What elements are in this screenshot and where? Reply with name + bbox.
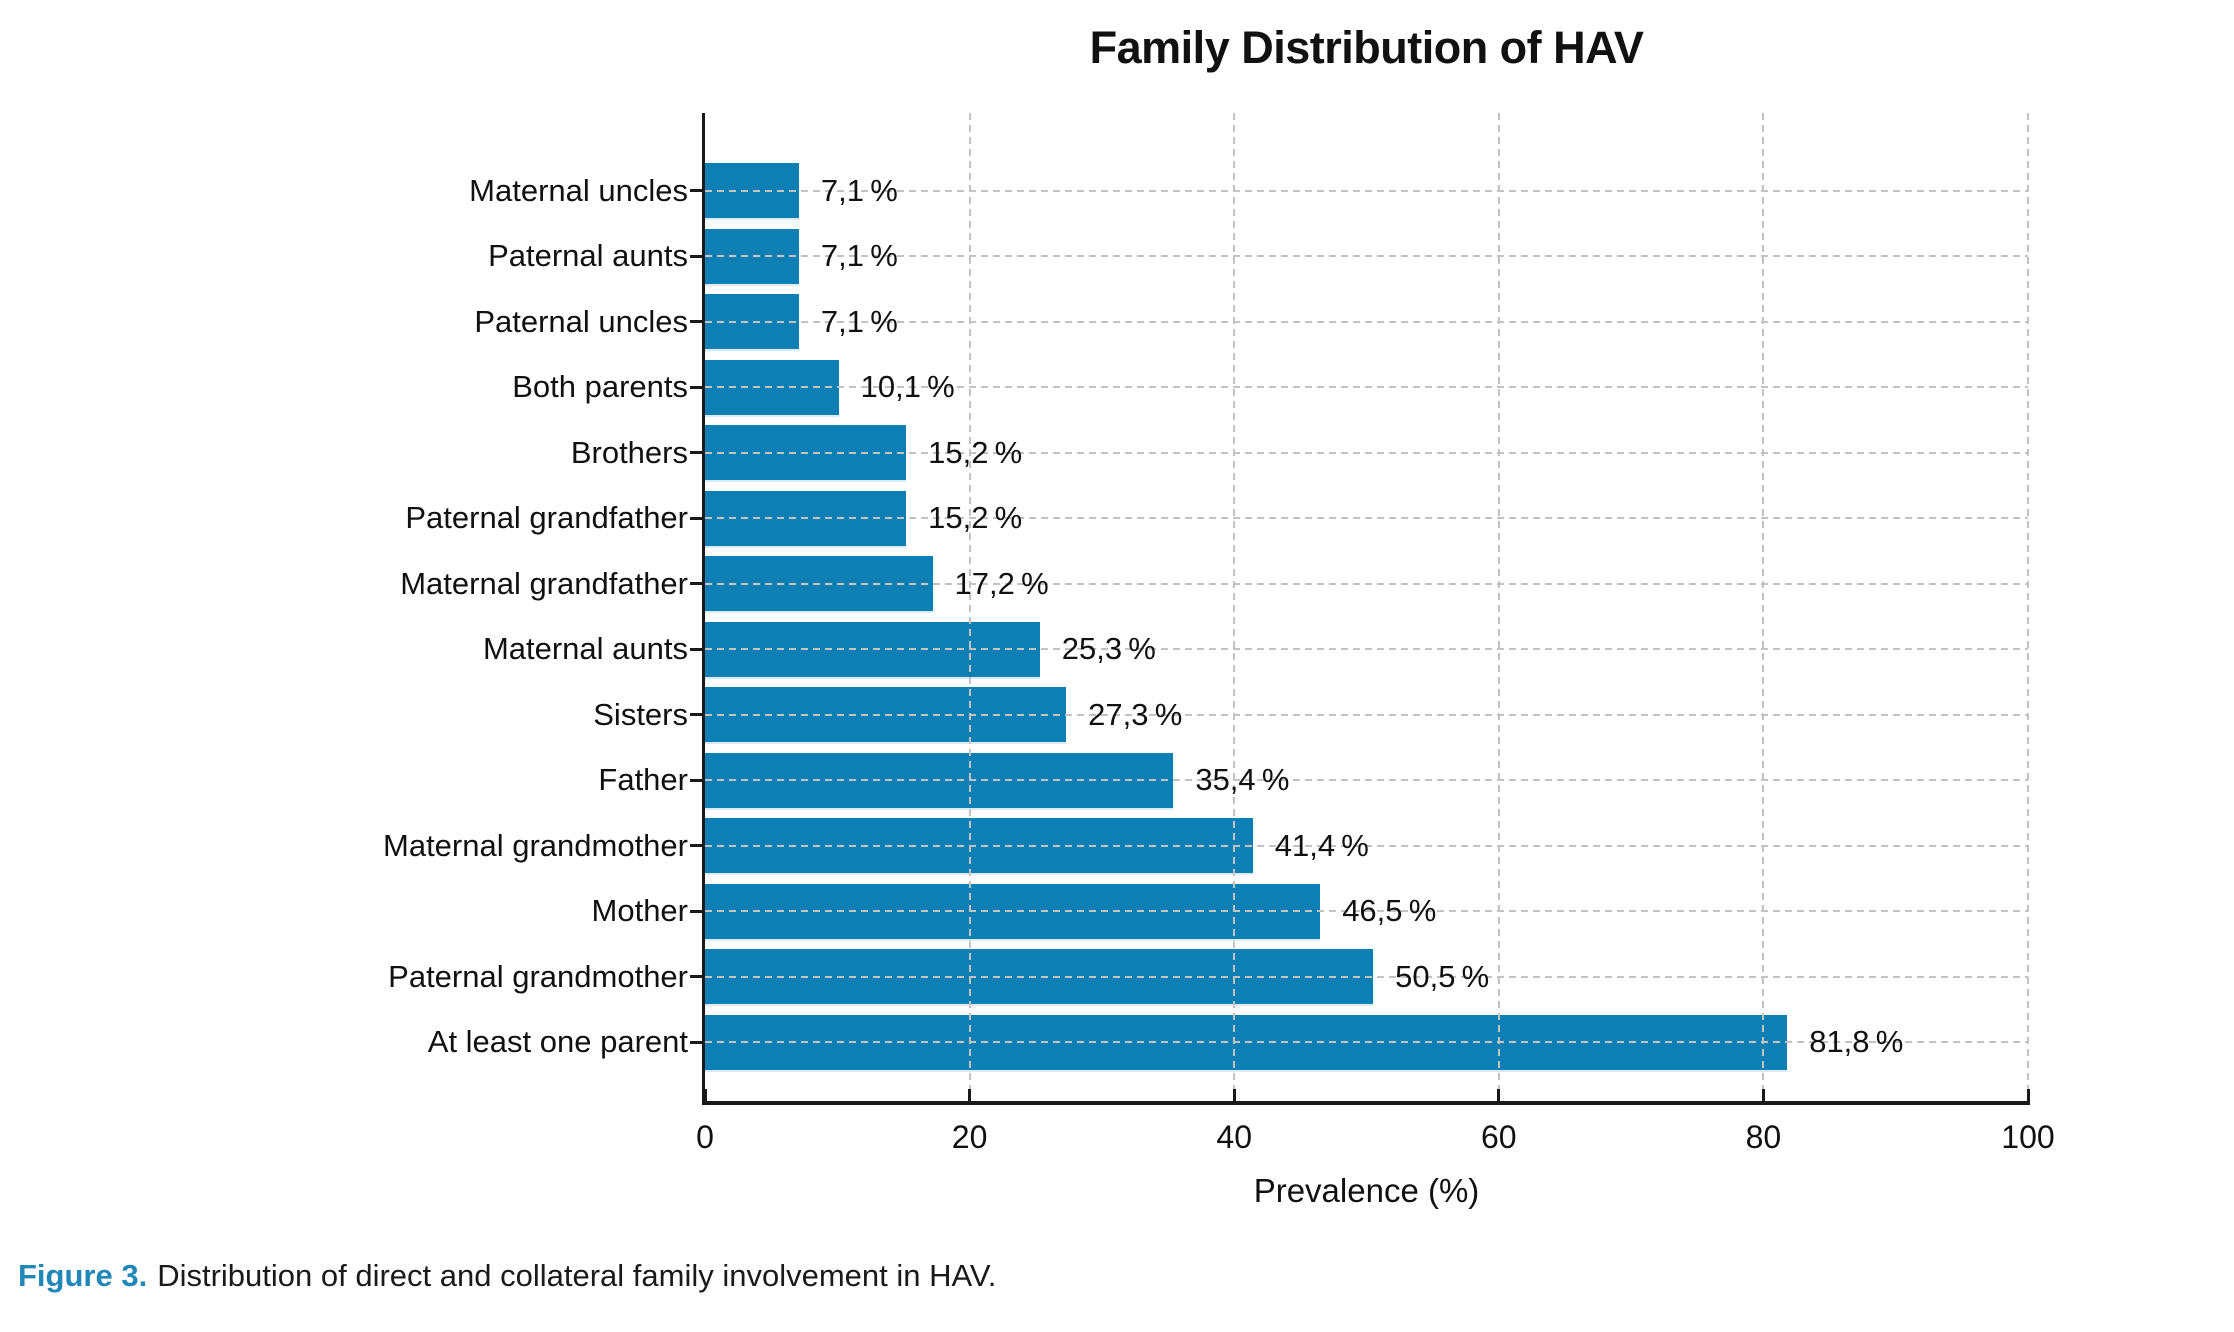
value-label: 25,3 % (1061, 631, 1156, 667)
horizontal-gridline (705, 1041, 2028, 1044)
horizontal-gridline (705, 517, 2028, 520)
x-tick-label: 100 (2001, 1119, 2055, 1155)
category-label: Both parents (512, 369, 688, 405)
horizontal-gridline (705, 910, 2028, 913)
y-tick (690, 1040, 702, 1044)
x-tick (1232, 1089, 1236, 1101)
figure-caption-text: Distribution of direct and collateral fa… (157, 1258, 997, 1293)
category-label: Mother (591, 893, 688, 929)
value-label: 10,1 % (860, 369, 955, 405)
category-label: Paternal grandmother (388, 958, 688, 994)
x-axis-label: Prevalence (%) (1253, 1172, 1480, 1209)
x-tick-label: 40 (1216, 1119, 1252, 1155)
value-label: 81,8 % (1809, 1024, 1904, 1060)
value-label: 7,1 % (820, 303, 898, 339)
horizontal-gridline (705, 975, 2028, 978)
y-tick (690, 254, 702, 258)
category-label: Paternal aunts (488, 238, 688, 274)
y-tick (690, 713, 702, 717)
category-label: Father (598, 762, 688, 798)
category-label: Maternal grandmother (383, 827, 688, 863)
value-label: 15,2 % (928, 434, 1023, 470)
horizontal-gridline (705, 582, 2028, 585)
x-tick (2026, 1089, 2030, 1101)
y-axis-spine (702, 113, 705, 1105)
horizontal-gridline (705, 713, 2028, 716)
x-tick (968, 1089, 972, 1101)
category-label: Paternal uncles (474, 303, 688, 339)
category-label: At least one parent (427, 1024, 688, 1060)
value-label: 7,1 % (820, 172, 898, 208)
figure-caption: Figure 3. Distribution of direct and coll… (18, 1258, 996, 1294)
y-tick (690, 909, 702, 913)
x-axis-spine (702, 1101, 2030, 1105)
value-label: 50,5 % (1395, 958, 1490, 994)
horizontal-gridline (705, 320, 2028, 323)
y-tick (690, 582, 702, 586)
horizontal-gridline (705, 451, 2028, 454)
horizontal-gridline (705, 255, 2028, 258)
horizontal-gridline (705, 386, 2028, 389)
x-tick (1497, 1089, 1501, 1101)
figure-caption-label: Figure 3. (18, 1258, 148, 1293)
category-label: Maternal aunts (482, 631, 688, 667)
y-tick (690, 647, 702, 651)
y-tick (690, 189, 702, 193)
chart-title: Family Distribution of HAV (1089, 22, 1644, 73)
y-tick (690, 451, 702, 455)
horizontal-gridline (705, 648, 2028, 651)
value-label: 46,5 % (1342, 893, 1437, 929)
y-tick (690, 320, 702, 324)
x-tick-label: 0 (696, 1119, 714, 1155)
x-tick-label: 60 (1481, 1119, 1517, 1155)
vertical-gridline (968, 113, 971, 1101)
value-label: 27,3 % (1088, 696, 1183, 732)
x-tick-label: 20 (951, 1119, 988, 1155)
horizontal-gridline (705, 189, 2028, 192)
x-tick-label: 80 (1745, 1119, 1782, 1155)
vertical-gridline (1233, 113, 1236, 1101)
y-tick (690, 778, 702, 782)
vertical-gridline (1762, 113, 1765, 1101)
y-tick (690, 975, 702, 979)
value-label: 35,4 % (1195, 762, 1290, 798)
value-label: 15,2 % (928, 500, 1023, 536)
category-label: Brothers (570, 434, 688, 470)
vertical-gridline (2027, 113, 2029, 1101)
value-label: 17,2 % (954, 565, 1049, 601)
vertical-gridline (1497, 113, 1500, 1101)
x-tick (1761, 1089, 1765, 1101)
value-label: 7,1 % (820, 238, 898, 274)
category-label: Maternal grandfather (400, 565, 688, 601)
horizontal-gridline (705, 779, 2028, 782)
y-tick (690, 844, 702, 848)
horizontal-gridline (705, 844, 2028, 847)
y-tick (690, 385, 702, 389)
x-tick (703, 1089, 707, 1101)
category-label: Paternal grandfather (405, 500, 688, 536)
y-tick (690, 516, 702, 520)
value-label: 41,4 % (1274, 827, 1369, 863)
category-label: Sisters (593, 696, 688, 732)
category-label: Maternal uncles (469, 172, 688, 208)
